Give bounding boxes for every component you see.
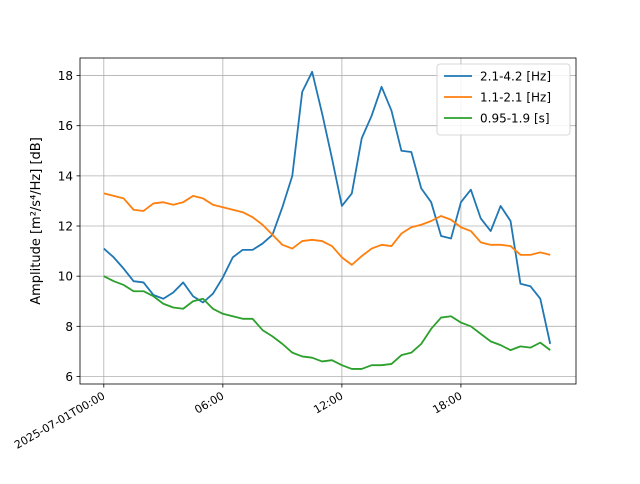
series-line-3 (103, 275, 551, 370)
y-tick-label: 16 (58, 119, 73, 133)
y-tick-label: 14 (58, 169, 73, 183)
legend-label: 2.1-4.2 [Hz] (480, 70, 551, 84)
y-tick-label: 12 (58, 220, 73, 234)
x-axis: 2025-07-01T00:00 06:00 12:00 18:00 (12, 384, 464, 452)
legend-label: 0.95-1.9 [s] (480, 112, 550, 126)
legend: 2.1-4.2 [Hz] 1.1-2.1 [Hz] 0.95-1.9 [s] (436, 63, 571, 136)
x-tick-label: 06:00 (192, 389, 226, 416)
y-tick-label: 18 (58, 69, 73, 83)
x-tick-label: 2025-07-01T00:00 (12, 389, 107, 451)
series-lines (103, 70, 552, 370)
x-tick-label: 18:00 (430, 389, 464, 416)
x-tick-label: 12:00 (311, 389, 345, 416)
y-tick-label: 10 (58, 270, 73, 284)
y-tick-label: 8 (65, 320, 73, 334)
y-axis: 6 8 10 12 14 16 18 (58, 69, 80, 384)
legend-label: 1.1-2.1 [Hz] (480, 91, 551, 105)
plot-frame (79, 57, 577, 385)
y-axis-label: Amplitude [m²/s⁴/Hz] [dB] (29, 137, 44, 305)
series-line-1 (103, 70, 552, 345)
series-line-2 (103, 192, 551, 266)
y-tick-label: 6 (65, 370, 73, 384)
